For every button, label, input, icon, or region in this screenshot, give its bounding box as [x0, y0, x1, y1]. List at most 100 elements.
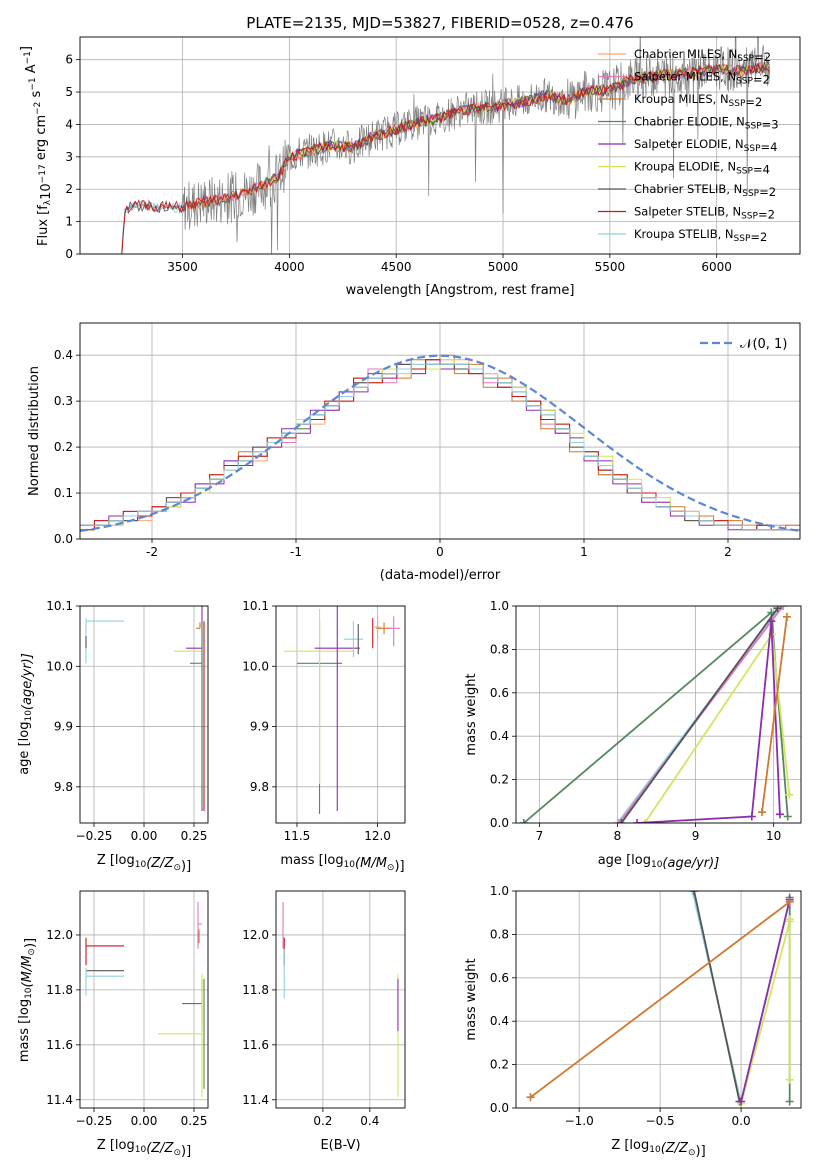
weight_vs_age-xtick-label-3: 10	[766, 829, 781, 843]
spectrum-legend-label-6: Chabrier STELIB, NSSP=2	[634, 182, 776, 199]
spectrum-axes: 3500 4000 4500 5000 5500 6000 0 1 2 3 4 5 6	[65, 36, 801, 274]
weight_vs_Z-plot-area	[526, 891, 794, 1108]
mass_vs_ebv-ytick-label-3: 12.0	[242, 928, 269, 942]
weight_vs_age-marker-0-0	[519, 819, 528, 823]
weight_vs_Z-marker-0-0	[688, 891, 697, 895]
residuals-xtick-label-1: -1	[290, 545, 302, 559]
age_vs_Z-ylabel: age [log10(age/yr)]	[17, 653, 35, 775]
spectrum-xlabel: wavelength [Angstrom, rest frame]	[346, 283, 575, 298]
residuals-xtick-label-3: 1	[580, 545, 588, 559]
weight_vs_age-marker-2-0	[615, 819, 624, 823]
age_vs_Z-xlabel: Z [log10(Z/Z⊙)]	[97, 853, 191, 874]
age_vs_Z-ytick-label-3: 10.1	[46, 599, 73, 613]
mass_vs_Z-ytick-label-0: 11.4	[46, 1093, 73, 1107]
mass_vs_ebv-frame	[275, 890, 406, 1109]
residuals-ylabel: Normed distribution	[27, 366, 42, 496]
age_vs_Z-xtick-label-1: 0.00	[131, 829, 158, 843]
residuals-normal-curve	[80, 354, 800, 532]
weight_vs_age-xtick-label-0: 7	[536, 829, 544, 843]
weight_vs_Z-line-5	[530, 901, 791, 1098]
spectrum-xtick-label-2: 4500	[381, 260, 412, 274]
age_vs_Z-plot-area	[85, 606, 205, 811]
mass_vs_ebv-ytick-label-0: 11.4	[242, 1093, 269, 1107]
mass_vs_ebv-axes: 0.2 0.4 11.4 11.6 11.8 12.0	[242, 890, 406, 1128]
weight_vs_age-marker-5-2	[767, 617, 776, 626]
residuals-axes: -2 -1 0 1 2 0.0 0.1 0.2 0.3 0.4	[54, 322, 801, 559]
weight_vs_age-marker-5-1	[747, 812, 756, 821]
weight_vs_Z-ytick-label-3: 0.6	[490, 971, 509, 985]
spectrum-legend-label-5: Kroupa ELODIE, NSSP=4	[634, 160, 770, 177]
weight_vs_Z-ytick-label-4: 0.8	[490, 927, 509, 941]
mass_vs_Z-ytick-label-1: 11.6	[46, 1038, 73, 1052]
weight_vs_Z-marker-4-0	[737, 1097, 746, 1106]
age_vs_mass-ytick-label-3: 10.1	[242, 599, 269, 613]
weight_vs_Z-line-4	[740, 899, 791, 1102]
age_vs_Z-xtick-label-2: 0.25	[181, 829, 208, 843]
spectrum-legend-label-2: Kroupa MILES, NSSP=2	[634, 92, 762, 109]
weight_vs_Z-frame	[515, 890, 802, 1109]
weight_vs_Z-ytick-label-5: 1.0	[490, 884, 509, 898]
age_vs_mass-frame	[275, 605, 406, 824]
mass_vs_Z-xtick-label-2: 0.25	[181, 1114, 208, 1128]
weight_vs_age-line-0	[523, 610, 789, 823]
spectrum-plot-area	[121, 37, 771, 254]
weight_vs_Z-xlabel: Z [log10(Z/Z⊙)]	[611, 1138, 705, 1159]
residuals-plot-area	[80, 354, 800, 532]
weight_vs_Z-ylabel: mass weight	[464, 958, 479, 1040]
spectrum-xtick-label-3: 5000	[488, 260, 519, 274]
residuals-ytick-label-4: 0.4	[54, 348, 73, 362]
weight_vs_Z-marker-1-0	[690, 891, 699, 895]
weight_vs_age-line-3	[620, 607, 779, 823]
weight_vs_age-marker-6-0	[757, 808, 766, 817]
weight_vs_age-frame	[515, 605, 802, 824]
weight_vs_Z-marker-6-0	[785, 1075, 794, 1084]
figure-title: PLATE=2135, MJD=53827, FIBERID=0528, z=0…	[246, 14, 633, 32]
mass_vs_ebv-xtick-label-0: 0.2	[313, 1114, 332, 1128]
residuals-ytick-label-3: 0.3	[54, 394, 73, 408]
weight_vs_Z-ytick-label-1: 0.2	[490, 1058, 509, 1072]
spectrum-ytick-label-5: 5	[65, 85, 73, 99]
weight_vs_Z-xtick-label-2: 0.0	[732, 1114, 751, 1128]
mass_vs_Z-ylabel: mass [log10(M/M⊙)]	[17, 938, 38, 1062]
age_vs_mass-ytick-label-0: 9.8	[250, 780, 269, 794]
mass_vs_ebv-xlabel: E(B-V)	[320, 1138, 360, 1153]
age_vs_mass-plot-area	[284, 606, 401, 814]
residuals-ytick-label-2: 0.2	[54, 440, 73, 454]
weight_vs_age-ytick-label-5: 1.0	[490, 599, 509, 613]
weight_vs_age-xlabel: age [log10(age/yr)]	[598, 853, 720, 871]
weight_vs_age-marker-6-1	[782, 612, 791, 621]
spectrum-legend-label-0: Chabrier MILES, NSSP=2	[634, 47, 771, 64]
spectrum-frame	[79, 36, 801, 255]
spectrum-ytick-label-0: 0	[65, 247, 73, 261]
weight_vs_Z-ytick-label-2: 0.4	[490, 1014, 509, 1028]
spectrum-legend-label-8: Kroupa STELIB, NSSP=2	[634, 227, 767, 244]
age_vs_mass-ytick-label-1: 9.9	[250, 720, 269, 734]
weight_vs_age-marker-1-0	[613, 819, 622, 823]
mass_vs_Z-xtick-label-0: −0.25	[76, 1114, 113, 1128]
mass_vs_Z-plot-area	[85, 901, 205, 1098]
weight_vs_age-marker-5-3	[775, 810, 784, 819]
weight_vs_Z-xtick-label-1: −0.5	[646, 1114, 675, 1128]
residuals-legend-label: 𝒩(0, 1)	[740, 337, 787, 352]
residuals-xlabel: (data-model)/error	[380, 568, 501, 583]
mass_vs_Z-xtick-label-1: 0.00	[131, 1114, 158, 1128]
weight_vs_Z-line-1	[693, 891, 741, 1102]
mass_vs_Z-axes: −0.25 0.00 0.25 11.4 11.6 11.8 12.0	[46, 890, 209, 1128]
weight_vs_Z-marker-3-0	[785, 1097, 794, 1106]
spectrum-ytick-label-4: 4	[65, 117, 73, 131]
mass_vs_Z-ytick-label-3: 12.0	[46, 928, 73, 942]
spectrum-legend-label-3: Chabrier ELODIE, NSSP=3	[634, 115, 779, 132]
spectrum-ytick-label-6: 6	[65, 53, 73, 67]
weight_vs_age-axes: 7 8 9 10 0.0 0.2 0.4 0.6 0.8 1.0	[490, 599, 802, 843]
spectrum-ytick-label-2: 2	[65, 182, 73, 196]
weight_vs_age-ytick-label-2: 0.4	[490, 729, 509, 743]
residuals-ytick-label-0: 0.0	[54, 532, 73, 546]
weight_vs_age-xtick-label-2: 9	[692, 829, 700, 843]
mass_vs_ebv-xtick-label-1: 0.4	[360, 1114, 379, 1128]
weight_vs_age-ytick-label-3: 0.6	[490, 686, 509, 700]
residuals-ytick-label-1: 0.1	[54, 486, 73, 500]
spectrum-ylabel: Flux [fλ10−17 erg cm−2 s−1 A−1]	[19, 46, 54, 246]
residuals-xtick-label-4: 2	[724, 545, 732, 559]
age_vs_mass-xtick-label-0: 11.5	[284, 829, 311, 843]
